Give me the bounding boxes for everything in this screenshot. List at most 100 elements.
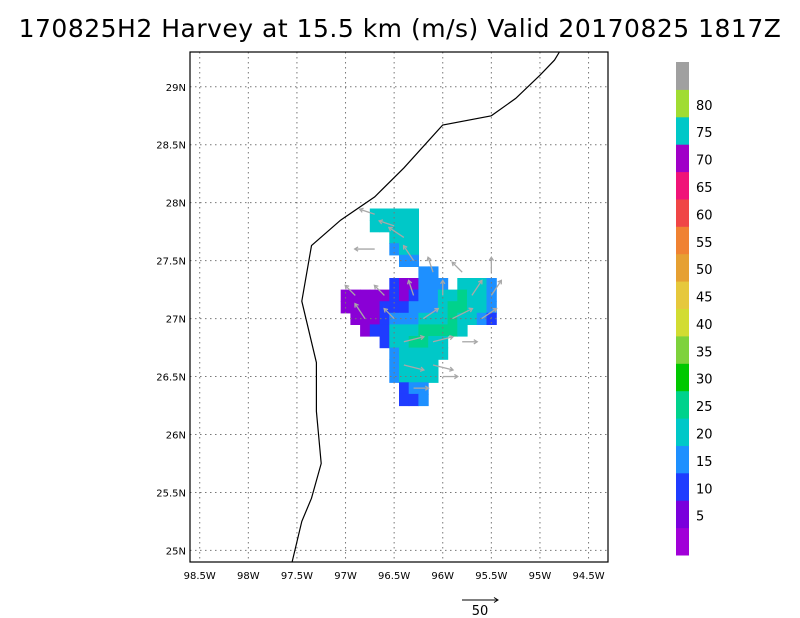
legend-swatch (676, 198, 689, 227)
wind-cell (399, 347, 410, 360)
wind-cell (418, 370, 429, 383)
longitude-labels: 98.5W 98W 97.5W 97W 96.5W 96W 95.5W 95W 94.5W (184, 571, 605, 582)
wind-vector (490, 279, 503, 296)
wind-vector (432, 334, 455, 343)
wind-cell (418, 324, 429, 337)
wind-cell (428, 370, 439, 383)
wind-cell (418, 278, 429, 291)
wind-cell (457, 278, 468, 291)
legend-swatch (676, 418, 689, 446)
wind-vector (426, 256, 434, 273)
legend-label: 35 (696, 345, 713, 360)
wind-vector (377, 219, 395, 227)
wind-cell (428, 301, 439, 314)
lon-tick-label: 95.5W (475, 571, 507, 582)
wind-cell (437, 347, 449, 360)
color-legend: 5 10 15 20 25 30 35 40 45 50 55 60 65 70 75 80 (676, 62, 713, 556)
wind-cell (418, 301, 429, 314)
wind-cell (379, 324, 390, 337)
wind-cell (457, 301, 468, 314)
wind-vector (406, 279, 415, 296)
wind-cell (408, 278, 419, 291)
legend-swatch (676, 281, 689, 309)
legend-swatch (676, 253, 689, 282)
latitude-labels: 25N 25.5N 26N 26.5N 27N 27.5N 28N 28.5N 29N (156, 83, 186, 558)
wind-cell (428, 266, 439, 279)
wind-cell (389, 347, 400, 360)
wind-cell (399, 382, 410, 395)
wind-cell (360, 289, 371, 302)
wind-vector (387, 226, 405, 238)
wind-cell (399, 208, 410, 221)
wind-speed-field (340, 208, 497, 407)
legend-label: 60 (696, 208, 713, 223)
wind-cell (350, 289, 361, 302)
wind-cell (389, 370, 400, 383)
wind-vector (383, 307, 395, 320)
wind-vector (358, 207, 375, 215)
legend-swatch (676, 527, 689, 556)
wind-vector (481, 307, 498, 320)
wind-cell (369, 208, 381, 221)
lat-tick-label: 25.5N (156, 488, 186, 499)
wind-cell (408, 336, 419, 349)
reference-arrowhead (493, 597, 499, 603)
wind-cell (399, 278, 410, 291)
coastline (291, 51, 560, 563)
wind-cell (408, 254, 419, 267)
wind-cell (467, 278, 478, 291)
wind-vector (471, 279, 483, 296)
wind-cell (428, 278, 439, 291)
wind-cell (369, 324, 381, 337)
legend-swatch (676, 171, 689, 200)
wind-cell (418, 289, 429, 302)
reference-vector-label: 50 (472, 604, 489, 618)
wind-cell (379, 312, 390, 325)
wind-cell (457, 324, 468, 337)
lon-tick-label: 98W (237, 571, 260, 582)
legend-label: 20 (696, 428, 713, 443)
legend-label: 25 (696, 400, 713, 415)
wind-vector (422, 307, 440, 320)
wind-cell (408, 231, 419, 244)
legend-swatch (676, 500, 689, 529)
wind-cell (389, 289, 400, 302)
lat-tick-label: 25N (166, 546, 186, 557)
lon-tick-label: 96.5W (378, 571, 410, 582)
wind-vector (413, 385, 430, 391)
wind-cell (340, 289, 351, 302)
wind-cell (408, 359, 419, 372)
wind-cell (467, 289, 478, 302)
wind-cell (467, 301, 478, 314)
wind-cell (447, 289, 458, 302)
lon-tick-label: 97W (334, 571, 357, 582)
wind-cell (399, 301, 410, 314)
wind-cell (486, 289, 497, 302)
legend-label: 55 (696, 236, 713, 251)
wind-cell (408, 370, 419, 383)
wind-cell (408, 208, 419, 221)
map-frame (189, 51, 609, 563)
legend-swatch (676, 472, 689, 501)
lat-tick-label: 26.5N (156, 373, 186, 384)
legend-label: 30 (696, 373, 713, 388)
wind-cell (369, 220, 381, 233)
legend-label: 50 (696, 263, 713, 278)
wind-vector (440, 279, 446, 296)
wind-cell (437, 312, 449, 325)
wind-vector (354, 302, 366, 319)
lon-tick-label: 97.5W (281, 571, 313, 582)
wind-cell (399, 312, 410, 325)
legend-swatch (676, 335, 689, 364)
wind-cell (408, 220, 419, 233)
wind-vector (488, 256, 495, 273)
wind-vectors (344, 207, 503, 391)
wind-cell (408, 312, 419, 325)
legend-swatch (676, 62, 689, 90)
legend-swatch (676, 363, 689, 392)
wind-cell (399, 254, 410, 267)
lon-tick-label: 95W (529, 571, 552, 582)
lat-tick-label: 26N (166, 431, 186, 442)
lat-tick-label: 29N (166, 83, 186, 94)
wind-cell (399, 231, 410, 244)
